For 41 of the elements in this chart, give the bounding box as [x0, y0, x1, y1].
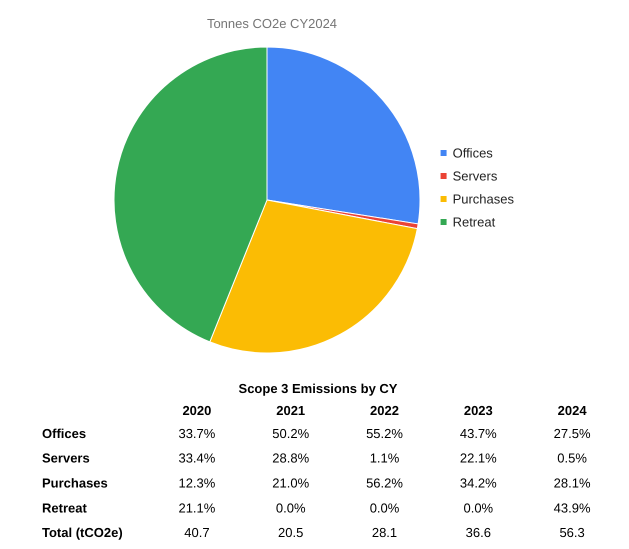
data-label: 28.1	[372, 525, 398, 540]
data-label: 0.0%	[370, 500, 400, 516]
data-label: 33.4%	[178, 450, 216, 466]
data-label: 43.9%	[554, 500, 591, 516]
data-label: 56.2%	[366, 476, 404, 490]
x-tick-label: 2020	[182, 403, 212, 418]
data-label: 36.6	[466, 525, 491, 540]
x-tick-label: 2023	[464, 403, 493, 418]
data-label: 22.1%	[460, 450, 498, 466]
data-label: 50.2%	[272, 426, 310, 441]
chart-title: Tonnes CO2e CY2024	[206, 16, 338, 31]
data-label: 33.7%	[178, 426, 216, 441]
data-label: 1.1%	[370, 450, 400, 466]
y-tick-label: Purchases	[42, 476, 108, 490]
data-label: 12.3%	[178, 476, 216, 490]
data-label: 27.5%	[554, 426, 591, 441]
data-label: 0.0%	[276, 500, 306, 516]
chart-title: Scope 3 Emissions by CY	[238, 381, 398, 396]
y-tick-label: Total (tCO2e)	[42, 525, 123, 540]
x-tick-label: 2021	[276, 403, 306, 418]
data-label: 20.5	[278, 525, 304, 540]
data-label: 0.0%	[463, 500, 494, 516]
data-label: 28.1%	[554, 476, 591, 490]
data-label: 0.5%	[557, 450, 588, 466]
x-tick-label: 2022	[370, 403, 399, 418]
data-label: 55.2%	[366, 426, 404, 441]
y-tick-label: Servers	[42, 450, 90, 466]
x-tick-label: 2024	[558, 403, 588, 418]
data-label: 28.8%	[272, 450, 310, 466]
data-label: 34.2%	[460, 476, 498, 490]
data-label: 40.7	[184, 525, 210, 540]
data-label: 56.3	[559, 525, 585, 540]
legend-label: Purchases	[452, 192, 514, 206]
data-label: 21.0%	[272, 476, 310, 490]
y-tick-label: Retreat	[42, 500, 88, 516]
legend-label: Offices	[452, 146, 494, 160]
y-tick-label: Offices	[42, 426, 86, 441]
legend-label: Retreat	[452, 214, 496, 230]
data-label: 43.7%	[460, 426, 498, 441]
data-label: 21.1%	[178, 500, 216, 516]
legend-label: Servers	[452, 168, 498, 184]
